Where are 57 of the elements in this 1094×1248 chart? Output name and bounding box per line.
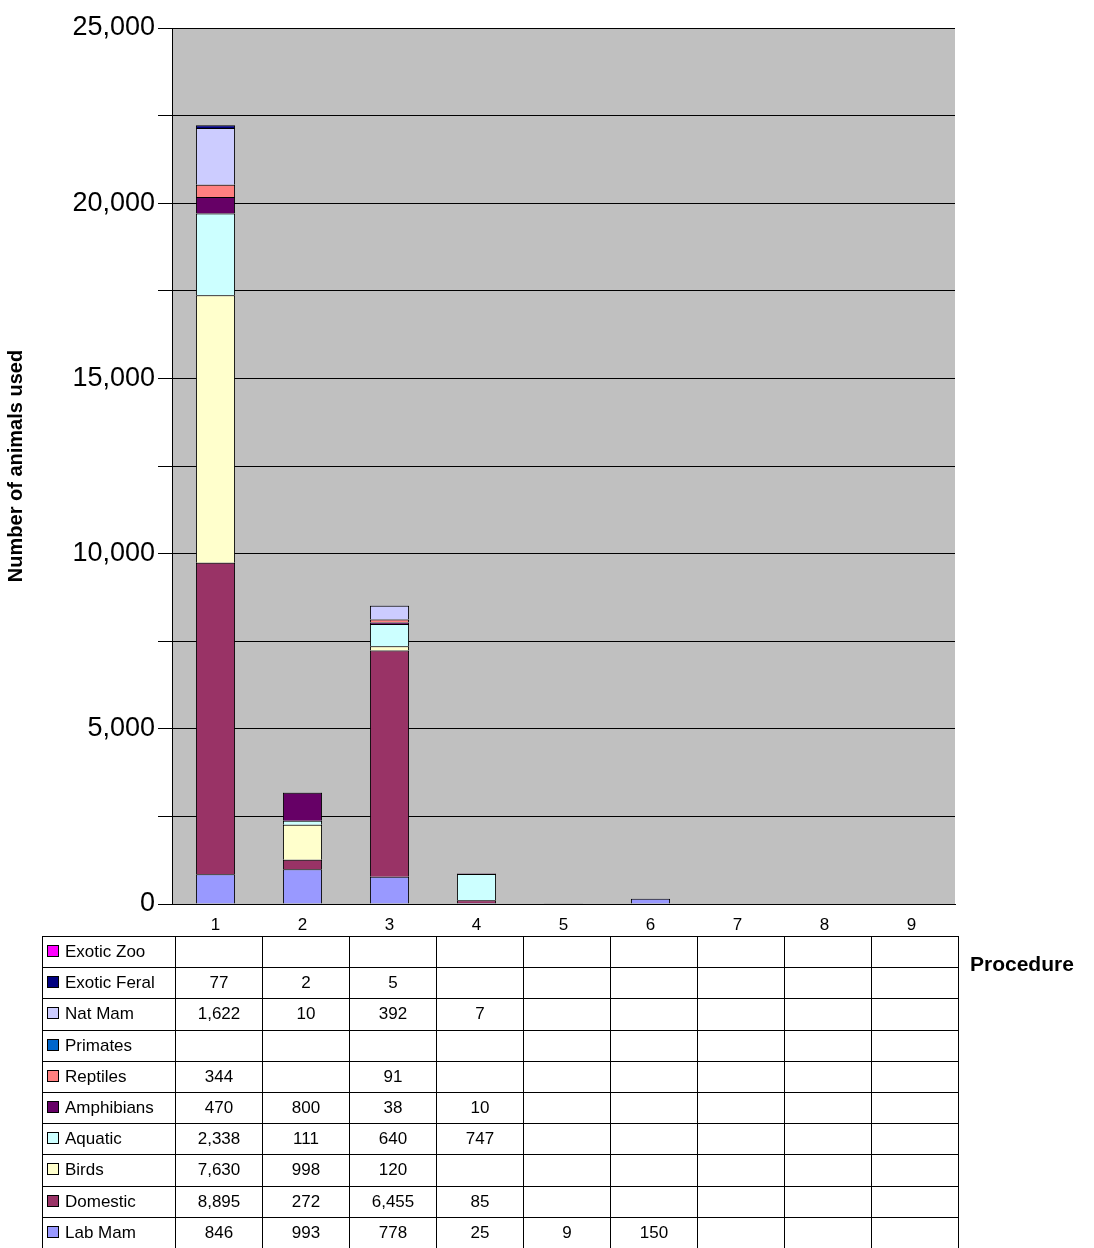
y-axis-title: Number of animals used [3, 349, 26, 583]
x-tick-label: 2 [297, 914, 308, 934]
legend-label: Domestic [42, 1186, 176, 1218]
data-label: 846 [175, 1217, 263, 1248]
data-label: 800 [262, 1092, 350, 1124]
data-label: 38 [349, 1092, 437, 1124]
legend-label: Lab Mam [42, 1217, 176, 1248]
data-label: 150 [610, 1217, 698, 1248]
y-tick-label: 0 [139, 887, 155, 918]
data-label: 993 [262, 1217, 350, 1248]
data-label: 8,895 [175, 1186, 263, 1218]
data-label: 640 [349, 1123, 437, 1155]
x-tick-label: 7 [732, 914, 743, 934]
legend-label: Reptiles [42, 1061, 176, 1093]
data-label: 1,622 [175, 998, 263, 1031]
legend-label: Amphibians [42, 1092, 176, 1124]
data-label: 5 [349, 967, 437, 999]
data-label: 344 [175, 1061, 263, 1093]
data-label: 9 [523, 1217, 611, 1248]
y-tick-label: 20,000 [72, 186, 155, 217]
data-label: 747 [436, 1123, 524, 1155]
legend-label: Exotic Feral [42, 967, 176, 999]
data-label: 25 [436, 1217, 524, 1248]
data-label: 85 [436, 1186, 524, 1218]
data-label: 10 [262, 998, 350, 1031]
y-tick-label: 10,000 [72, 537, 155, 568]
data-label: 10 [436, 1092, 524, 1124]
x-tick-label: 3 [384, 914, 395, 934]
x-tick-label: 1 [210, 914, 221, 934]
data-label: 392 [349, 998, 437, 1031]
data-label: 7 [436, 998, 524, 1031]
y-tick-label: 5,000 [87, 712, 155, 743]
x-tick-label: 9 [906, 914, 917, 934]
legend-label: Exotic Zoo [42, 936, 176, 968]
data-label: 998 [262, 1154, 350, 1186]
data-label: 111 [262, 1123, 350, 1155]
data-label: 2,338 [175, 1123, 263, 1155]
legend-label: Birds [42, 1154, 176, 1186]
data-label: 778 [349, 1217, 437, 1248]
x-tick-label: 5 [558, 914, 569, 934]
y-tick-label: 15,000 [72, 361, 155, 392]
data-label: 77 [175, 967, 263, 999]
legend-label: Primates [42, 1030, 176, 1062]
data-label: 120 [349, 1154, 437, 1186]
x-axis-title: Procedure [970, 952, 1074, 976]
legend-label: Nat Mam [42, 998, 176, 1031]
data-label: 7,630 [175, 1154, 263, 1186]
y-tick-label: 25,000 [72, 11, 155, 42]
data-label: 91 [349, 1061, 437, 1093]
x-tick-label: 8 [819, 914, 830, 934]
data-label: 470 [175, 1092, 263, 1124]
data-label: 2 [262, 967, 350, 999]
legend-label: Aquatic [42, 1123, 176, 1155]
x-tick-label: 4 [471, 914, 482, 934]
x-tick-label: 6 [645, 914, 656, 934]
data-label: 6,455 [349, 1186, 437, 1218]
data-label: 272 [262, 1186, 350, 1218]
